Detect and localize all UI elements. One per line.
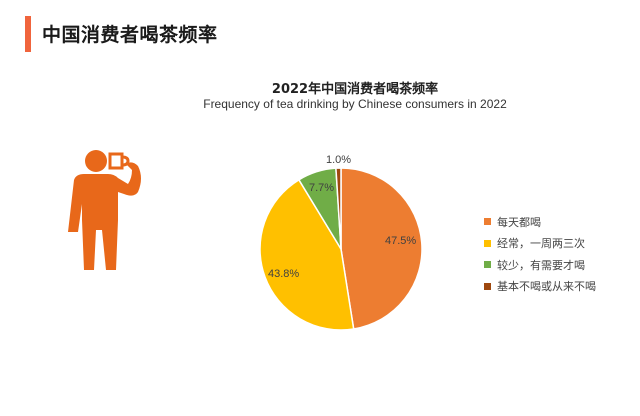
chart-subtitle: Frequency of tea drinking by Chinese con… [203,97,507,111]
slice-label-daily: 47.5% [385,235,417,247]
legend-item-rarely: 较少，有需要才喝 [484,254,596,276]
pie-slice [335,167,342,250]
legend-item-never: 基本不喝或从来不喝 [484,276,596,298]
pie-slice [340,167,423,330]
legend-label: 较少，有需要才喝 [497,258,585,272]
pie-slice [259,178,355,331]
legend-swatch [484,261,491,269]
title-accent-bar [25,16,31,52]
legend-label: 每天都喝 [497,215,541,229]
legend-label: 基本不喝或从来不喝 [497,280,596,294]
chart-legend: 每天都喝 经常，一周两三次 较少，有需要才喝 基本不喝或从来不喝 [484,211,596,297]
page-title: 中国消费者喝茶频率 [42,24,218,46]
person-drinking-icon [68,150,141,270]
slice-label-never: 1.0% [326,154,352,166]
legend-swatch [484,218,491,226]
legend-swatch [484,239,491,247]
legend-swatch [484,282,491,290]
legend-item-often: 经常，一周两三次 [484,233,596,255]
chart-title: 2022年中国消费者喝茶频率 [271,82,439,97]
slice-label-often: 43.8% [268,268,300,280]
legend-label: 经常，一周两三次 [497,237,585,251]
legend-item-daily: 每天都喝 [484,211,596,233]
slice-label-rarely: 7.7% [309,182,335,194]
